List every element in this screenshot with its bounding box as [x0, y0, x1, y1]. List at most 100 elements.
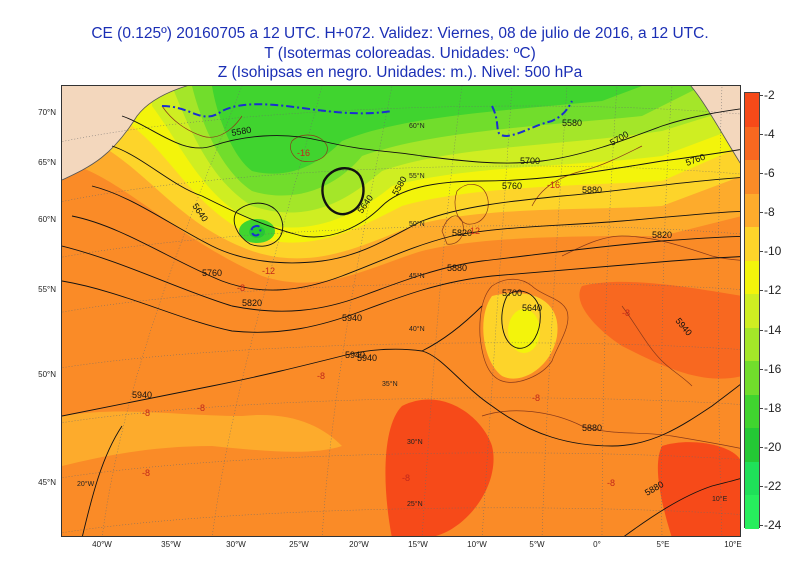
- colorbar-tick: [760, 134, 763, 136]
- colorbar-tick: [760, 251, 763, 253]
- lon-label: 10°E: [724, 540, 742, 549]
- isohypse-label: 5940: [345, 350, 365, 360]
- colorbar-segment: [745, 495, 759, 530]
- lon-label: 30°W: [226, 540, 246, 549]
- colorbar-segment: [745, 394, 759, 429]
- colorbar-label: -14: [764, 322, 782, 337]
- isohypse-5880-iberia: [501, 290, 541, 349]
- isohypse-5940-north: [62, 348, 740, 447]
- isohypse-label: 5820: [652, 230, 672, 240]
- isotherm-label: -8: [607, 478, 615, 488]
- isohypse-label: 5580: [231, 125, 252, 138]
- colorbar-tick: [760, 329, 763, 331]
- lon-label: 10°W: [467, 540, 487, 549]
- isotherm-label: -8: [142, 468, 150, 478]
- inner-lat-label: 35°N: [382, 380, 398, 388]
- colorbar-segment: [745, 294, 759, 329]
- colorbar-tick: [760, 446, 763, 448]
- colorbar-label: -20: [764, 439, 782, 454]
- colorbar-tick: [760, 407, 763, 409]
- closed-low-contour: [321, 167, 365, 216]
- isohypse-label: 5940: [357, 353, 377, 363]
- domain-border: [62, 86, 740, 181]
- isotherm-label: -8: [142, 408, 150, 418]
- colorbar-label: -8: [764, 205, 775, 220]
- lat-label: 70°N: [38, 108, 56, 117]
- isohypse-label: 5880: [447, 263, 467, 273]
- warm-patch-central-med: [579, 281, 740, 379]
- cutoff-contour: [233, 202, 284, 247]
- isohypse-label: 5700: [520, 156, 540, 166]
- colorbar-tick: [760, 525, 763, 526]
- atlantic-swath: [62, 411, 342, 466]
- isotherm-label: -8: [237, 283, 245, 293]
- isotherm-label: -8: [197, 403, 205, 413]
- isohypse-label: 5940: [132, 390, 152, 400]
- isohypse-label: 5580: [562, 118, 582, 128]
- isohypse-label: 5760: [502, 181, 522, 191]
- isotherm-labels: -16 -16 -12 -12 -8 -8 -8 -8 -8 -8 -8 -8 -8: [142, 148, 630, 488]
- colorbar-label: -24: [764, 518, 782, 532]
- isohypse-label: 5820: [452, 228, 472, 238]
- isohypse-label: 5640: [522, 303, 542, 313]
- temperature-colorbar: [744, 92, 760, 530]
- forecast-map: 5580 5640 5700 5760 5820 5880 5940 5580 5640 5700…: [61, 85, 741, 537]
- isohypse-5580: [121, 108, 740, 164]
- lat-label: 50°N: [38, 370, 56, 379]
- isohypse-label: 5760: [202, 268, 222, 278]
- isotherm-label: -16: [547, 180, 560, 190]
- warm-patch-africa: [385, 399, 494, 536]
- colorbar-segment: [745, 227, 759, 262]
- lon-label: 20°W: [349, 540, 369, 549]
- colorbar-tick: [760, 368, 763, 370]
- colorbar-label: -6: [764, 166, 775, 181]
- colorbar-tick: [760, 212, 763, 214]
- inner-lat-label: 25°N: [407, 500, 423, 508]
- chart-title-line2: T (Isotermas coloreadas. Unidades: ºC): [264, 45, 536, 62]
- inner-lat-label: 50°N: [409, 220, 425, 228]
- lon-label: 25°W: [289, 540, 309, 549]
- colorbar-label: -12: [764, 283, 782, 298]
- isohypse-5640: [111, 145, 740, 238]
- inner-latitude-labels: 60°N 55°N 50°N 45°N 40°N 35°N 30°N 25°N: [382, 122, 425, 508]
- inner-lat-label: 55°N: [409, 172, 425, 180]
- colorbar-segment: [745, 160, 759, 195]
- isotherm-label: -8: [317, 371, 325, 381]
- cold-dashed-contours: [161, 100, 573, 237]
- inner-lat-label: 45°N: [409, 272, 425, 280]
- colorbar-segment: [745, 126, 759, 161]
- inner-lon-label: 10°E: [712, 495, 728, 503]
- isotherm-label: -8: [402, 473, 410, 483]
- land-outside-domain: [62, 86, 147, 178]
- colorbar-tick: [760, 173, 763, 175]
- isotherm-label: -16: [297, 148, 310, 158]
- inner-longitude-labels: 20°W 10°E: [77, 480, 728, 503]
- isotherm-label: -12: [262, 266, 275, 276]
- colorbar-segment: [745, 327, 759, 362]
- colorbar-label: -4: [764, 127, 775, 142]
- colorbar-segment: [745, 93, 759, 128]
- lon-label: 0°: [593, 540, 601, 549]
- colorbar-segment: [745, 461, 759, 496]
- lat-label: 60°N: [38, 215, 56, 224]
- isohypse-label: 5880: [582, 185, 602, 195]
- isotherm-label: -8: [532, 393, 540, 403]
- lon-label: 5°E: [656, 540, 670, 549]
- isotherm-label: -8: [622, 308, 630, 318]
- graticule: [62, 86, 740, 536]
- isohypse-5820: [62, 235, 740, 312]
- colorbar-label: -22: [764, 478, 782, 493]
- temp-band-minus20: [212, 86, 642, 174]
- lon-label: 5°W: [529, 540, 545, 549]
- colorbar-tick: [760, 485, 763, 487]
- isohypse-5880-branch: [421, 305, 483, 352]
- colorbar-label: -18: [764, 400, 782, 415]
- inner-lat-label: 30°N: [407, 438, 423, 446]
- colorbar-segment: [745, 260, 759, 295]
- lat-label: 45°N: [38, 478, 56, 487]
- isohypse-5700: [91, 177, 740, 264]
- lat-label: 65°N: [38, 158, 56, 167]
- isohypse-5760: [71, 211, 740, 291]
- colorbar-tick: [760, 95, 763, 96]
- colorbar-tick: [760, 290, 763, 292]
